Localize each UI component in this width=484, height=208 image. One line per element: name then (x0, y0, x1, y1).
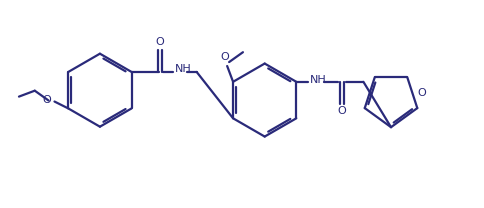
Text: O: O (43, 95, 51, 105)
Text: NH: NH (310, 75, 327, 85)
Text: O: O (338, 106, 347, 116)
Text: O: O (221, 52, 229, 62)
Text: O: O (417, 88, 426, 98)
Text: NH: NH (175, 64, 192, 74)
Text: O: O (155, 37, 164, 47)
